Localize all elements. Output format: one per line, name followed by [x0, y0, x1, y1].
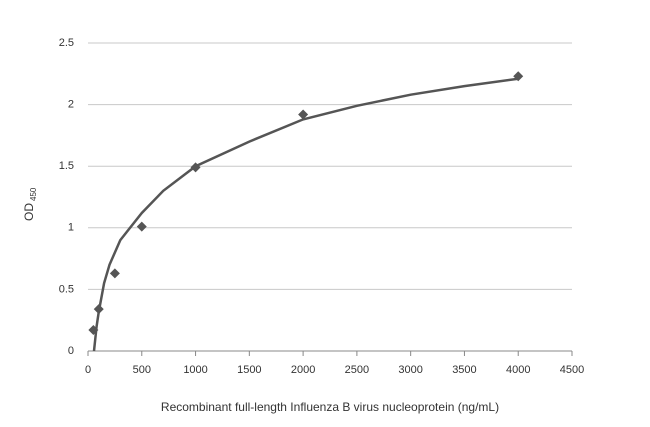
x-tick-label: 4500 [560, 364, 584, 376]
data-point [190, 162, 201, 173]
fit-curve [92, 77, 519, 352]
y-axis-label: OD [22, 203, 36, 221]
x-tick-label: 0 [85, 364, 91, 376]
data-point [109, 268, 120, 279]
data-point [88, 325, 99, 336]
x-tick-label: 1500 [237, 364, 261, 376]
y-tick-label: 1 [68, 222, 74, 234]
y-axis-label-group: OD 450 [22, 187, 38, 221]
y-tick-label: 2.5 [59, 37, 74, 49]
data-point [513, 71, 524, 82]
x-tick-label: 2000 [291, 364, 315, 376]
data-point [136, 221, 147, 232]
y-tick-label: 2 [68, 99, 74, 111]
x-tick-label: 1000 [183, 364, 207, 376]
data-point [298, 109, 309, 120]
x-axis-label: Recombinant full-length Influenza B viru… [161, 400, 499, 414]
y-tick-label: 0.5 [59, 283, 74, 295]
y-tick-label: 0 [68, 345, 74, 357]
x-tick-label: 500 [133, 364, 151, 376]
x-tick-label: 3000 [398, 364, 422, 376]
x-tick-label: 3500 [452, 364, 476, 376]
x-tick-label: 2500 [345, 364, 369, 376]
data-point [93, 304, 104, 315]
y-axis-label-subscript: 450 [29, 187, 38, 201]
y-tick-label: 1.5 [59, 160, 74, 172]
x-tick-label: 4000 [506, 364, 530, 376]
